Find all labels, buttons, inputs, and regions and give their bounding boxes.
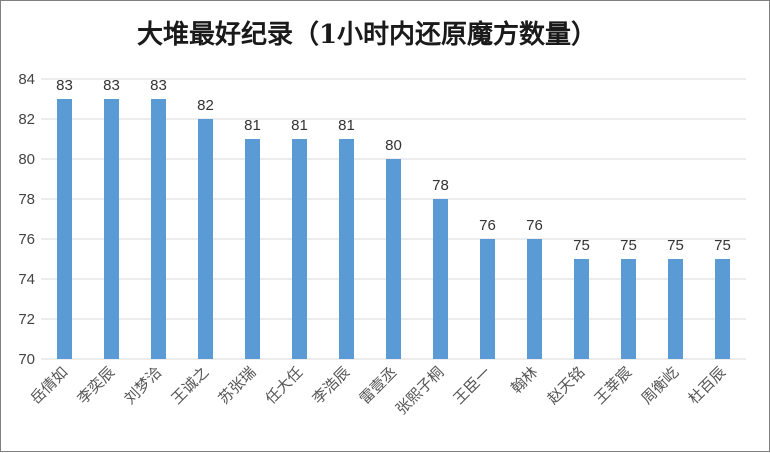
x-tick-label: 李奕辰 xyxy=(74,363,119,408)
x-tick-label: 王臣一 xyxy=(450,363,495,408)
x-tick-label: 赵天铭 xyxy=(544,363,589,408)
data-label: 78 xyxy=(432,177,449,194)
bar xyxy=(621,259,636,359)
y-axis-ticks: 70 72 74 76 78 80 82 84 xyxy=(18,71,35,368)
x-tick-label: 任大任 xyxy=(262,363,307,408)
x-tick-label: 周衡屹 xyxy=(638,363,683,408)
bar xyxy=(57,99,72,359)
y-tick-label: 72 xyxy=(18,311,35,328)
x-tick-label: 岳倩如 xyxy=(27,363,72,408)
data-label: 83 xyxy=(150,77,167,94)
y-tick-label: 76 xyxy=(18,231,35,248)
bar xyxy=(386,159,401,359)
bar xyxy=(527,239,542,359)
x-tick-label: 张熙子桐 xyxy=(392,363,447,418)
y-tick-label: 84 xyxy=(18,71,35,88)
x-tick-label: 王莘宸 xyxy=(591,363,636,408)
y-tick-label: 82 xyxy=(18,111,35,128)
data-label: 81 xyxy=(291,117,308,134)
data-label: 80 xyxy=(385,137,402,154)
bar xyxy=(668,259,683,359)
data-label: 75 xyxy=(573,237,590,254)
data-label: 83 xyxy=(103,77,120,94)
data-label: 75 xyxy=(714,237,731,254)
bar xyxy=(574,259,589,359)
bar xyxy=(433,199,448,359)
x-tick-label: 翰林 xyxy=(507,363,541,397)
data-label: 81 xyxy=(338,117,355,134)
bar xyxy=(104,99,119,359)
chart-title: 大堆最好纪录（1小时内还原魔方数量） xyxy=(137,19,597,50)
x-tick-label: 雷壹丞 xyxy=(356,363,401,408)
data-label: 83 xyxy=(56,77,73,94)
bars xyxy=(57,99,730,359)
y-tick-label: 74 xyxy=(18,271,35,288)
data-label: 75 xyxy=(667,237,684,254)
bar xyxy=(715,259,730,359)
y-tick-label: 78 xyxy=(18,191,35,208)
y-tick-label: 80 xyxy=(18,151,35,168)
bar xyxy=(292,139,307,359)
y-tick-label: 70 xyxy=(18,351,35,368)
bar xyxy=(480,239,495,359)
x-tick-label: 李浩辰 xyxy=(309,363,354,408)
x-axis-categories: 岳倩如 李奕辰 刘梦洽 王诚之 苏张瑞 任大任 李浩辰 雷壹丞张熙子桐 王臣一 翰林 赵天铭 王莘宸周… xyxy=(27,363,730,418)
x-tick-label: 苏张瑞 xyxy=(215,363,260,408)
bar xyxy=(245,139,260,359)
data-labels: 83 83 83 82 81 81 81 80 78 76 76 75 75 75 75 xyxy=(56,77,731,254)
data-label: 76 xyxy=(526,217,543,234)
data-label: 75 xyxy=(620,237,637,254)
data-label: 81 xyxy=(244,117,261,134)
x-tick-label: 杜百辰 xyxy=(685,363,730,408)
bar xyxy=(339,139,354,359)
data-label: 76 xyxy=(479,217,496,234)
data-label: 82 xyxy=(197,97,214,114)
x-tick-label: 刘梦洽 xyxy=(121,363,166,408)
x-tick-label: 王诚之 xyxy=(168,363,213,408)
bar xyxy=(151,99,166,359)
bar xyxy=(198,119,213,359)
